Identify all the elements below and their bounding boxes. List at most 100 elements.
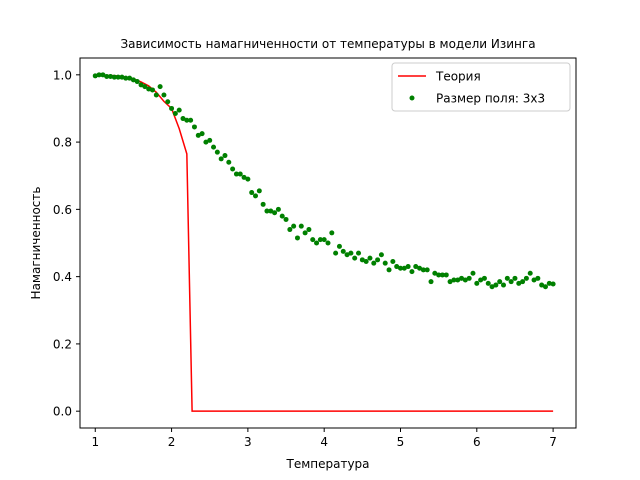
simulation-point bbox=[417, 265, 423, 271]
simulation-point bbox=[279, 213, 285, 219]
simulation-point bbox=[348, 250, 354, 256]
simulation-point bbox=[310, 237, 316, 243]
x-tick-label: 2 bbox=[168, 435, 176, 449]
simulation-point bbox=[188, 117, 194, 123]
simulation-point bbox=[294, 235, 300, 241]
simulation-point bbox=[539, 282, 545, 288]
x-tick-label: 6 bbox=[473, 435, 481, 449]
simulation-point bbox=[336, 243, 342, 249]
simulation-point bbox=[504, 275, 510, 281]
simulation-point bbox=[459, 275, 465, 281]
simulation-point bbox=[462, 277, 468, 283]
simulation-point bbox=[298, 223, 304, 229]
simulation-point bbox=[172, 111, 178, 116]
simulation-point bbox=[119, 74, 125, 80]
simulation-point bbox=[432, 270, 438, 276]
simulation-point bbox=[256, 188, 262, 194]
simulation-point bbox=[115, 74, 121, 80]
simulation-point bbox=[436, 272, 442, 278]
simulation-point bbox=[333, 250, 339, 256]
simulation-point bbox=[211, 144, 217, 150]
simulation-point bbox=[100, 72, 106, 78]
plot-area bbox=[92, 72, 556, 412]
simulation-point bbox=[207, 137, 213, 143]
y-tick-label: 0.2 bbox=[53, 337, 72, 351]
simulation-point bbox=[325, 240, 331, 246]
simulation-point bbox=[306, 227, 312, 233]
simulation-point bbox=[359, 257, 365, 263]
y-tick-label: 1.0 bbox=[53, 68, 72, 82]
simulation-point bbox=[111, 74, 117, 80]
simulation-point bbox=[481, 275, 487, 281]
x-tick-label: 4 bbox=[320, 435, 328, 449]
simulation-point bbox=[523, 275, 529, 281]
simulation-point bbox=[138, 82, 144, 88]
simulation-point bbox=[218, 156, 224, 162]
simulation-point bbox=[405, 264, 411, 270]
simulation-point bbox=[268, 208, 274, 214]
simulation-point bbox=[367, 255, 373, 261]
simulation-point bbox=[508, 279, 514, 285]
simulation-point bbox=[249, 190, 255, 196]
simulation-point bbox=[413, 264, 419, 270]
simulation-point bbox=[108, 74, 114, 79]
simulation-point bbox=[275, 206, 281, 212]
simulation-point bbox=[92, 73, 98, 79]
simulation-point bbox=[180, 116, 186, 122]
simulation-point bbox=[497, 279, 503, 285]
legend-label-theory: Теория bbox=[435, 70, 481, 84]
simulation-point bbox=[455, 277, 461, 283]
y-tick-label: 0.8 bbox=[53, 136, 72, 150]
simulation-point bbox=[378, 252, 384, 258]
legend: Теория Размер поля: 3x3 bbox=[391, 62, 571, 112]
simulation-point bbox=[264, 208, 270, 214]
simulation-point bbox=[233, 171, 239, 177]
simulation-point bbox=[474, 280, 480, 286]
simulation-point bbox=[146, 86, 152, 92]
simulation-point bbox=[287, 227, 293, 233]
x-tick-label: 3 bbox=[244, 435, 252, 449]
simulation-point bbox=[520, 279, 526, 285]
y-tick-label: 0.4 bbox=[53, 270, 72, 284]
simulation-point bbox=[169, 105, 175, 111]
simulation-point bbox=[447, 279, 453, 285]
simulation-point bbox=[394, 264, 400, 270]
simulation-point bbox=[191, 124, 197, 130]
simulation-point bbox=[149, 87, 155, 93]
simulation-point bbox=[272, 210, 278, 216]
simulation-point bbox=[531, 277, 537, 283]
simulation-point bbox=[203, 139, 209, 145]
simulation-point bbox=[142, 84, 148, 90]
simulation-point bbox=[176, 107, 182, 113]
x-axis-label: Температура bbox=[285, 457, 369, 471]
y-axis-ticks: 0.0 0.2 0.4 0.6 0.8 1.0 bbox=[53, 68, 80, 419]
simulation-point bbox=[371, 260, 377, 266]
simulation-point bbox=[157, 84, 163, 90]
simulation-point bbox=[428, 279, 434, 285]
simulation-point bbox=[443, 272, 449, 278]
simulation-point bbox=[237, 171, 243, 177]
simulation-point bbox=[489, 284, 495, 290]
x-tick-label: 1 bbox=[91, 435, 99, 449]
simulation-point bbox=[302, 230, 308, 236]
x-tick-label: 5 bbox=[397, 435, 405, 449]
simulation-point bbox=[363, 259, 369, 264]
y-tick-label: 0.6 bbox=[53, 203, 72, 217]
simulation-point bbox=[516, 280, 522, 286]
simulation-point bbox=[96, 72, 102, 78]
simulation-point bbox=[512, 275, 518, 281]
simulation-point bbox=[466, 275, 472, 281]
simulation-point bbox=[340, 248, 346, 254]
legend-label-simulation: Размер поля: 3x3 bbox=[436, 92, 545, 106]
simulation-point bbox=[134, 79, 140, 85]
simulation-point bbox=[245, 176, 251, 182]
chart-title: Зависимость намагниченности от температу… bbox=[120, 37, 535, 51]
simulation-point bbox=[420, 267, 426, 273]
simulation-point bbox=[127, 75, 133, 81]
simulation-point bbox=[184, 117, 190, 123]
simulation-point bbox=[356, 250, 362, 256]
simulation-point bbox=[550, 281, 556, 287]
simulation-point bbox=[535, 275, 541, 281]
simulation-point bbox=[214, 149, 220, 155]
